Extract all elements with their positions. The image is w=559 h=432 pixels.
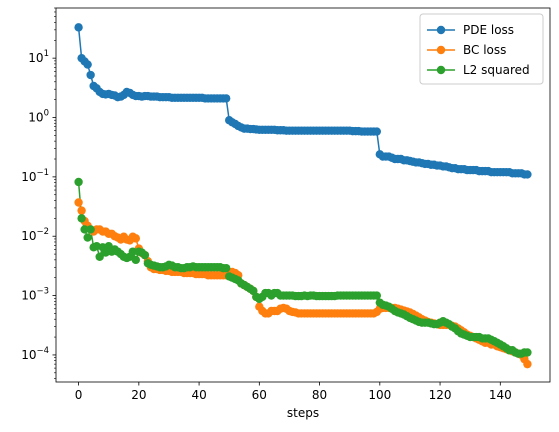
data-point-pde-loss: [221, 94, 231, 103]
data-point-bc-loss: [523, 359, 532, 369]
x-tick-label: 140: [489, 388, 512, 402]
legend-box: [419, 13, 544, 85]
data-point-bc-loss: [74, 198, 83, 207]
series-markers: [74, 23, 532, 369]
x-tick-label: 80: [312, 388, 327, 402]
series-points-pde-loss: [74, 23, 532, 179]
x-tick-label: 60: [252, 388, 267, 402]
data-point-l2-squared: [95, 252, 104, 262]
x-tick-label: 100: [368, 388, 391, 402]
data-point-l2-squared: [140, 250, 150, 260]
y-tick-label: 10−1: [21, 168, 49, 184]
data-point-l2-squared: [372, 291, 381, 300]
data-point-bc-loss: [131, 234, 141, 243]
x-axis: 0 20 40 60 80 100 120 140: [75, 382, 512, 402]
data-point-pde-loss: [523, 170, 532, 179]
data-point-pde-loss: [74, 23, 83, 32]
legend-label-bc-loss: BC loss: [463, 43, 506, 57]
data-point-l2-squared: [128, 247, 138, 256]
data-point-l2-squared: [83, 233, 92, 242]
legend-marker-bc-loss: [436, 45, 446, 55]
legend-item-bc-loss: BC loss: [427, 43, 506, 57]
series-line-bc-loss: [77, 202, 529, 365]
series-points-l2-squared: [74, 177, 532, 358]
data-point-pde-loss: [372, 127, 381, 136]
legend-marker-l2-squared: [436, 65, 446, 75]
y-axis: 10−4 10−3 10−2 10−1 100 101: [21, 7, 56, 379]
y-tick-label: 100: [28, 109, 49, 125]
data-point-l2-squared: [86, 225, 95, 234]
y-tick-label: 10−2: [21, 227, 49, 243]
x-axis-title: steps: [287, 406, 319, 420]
legend-item-l2-squared: L2 squared: [427, 63, 530, 77]
y-tick-label: 101: [28, 49, 49, 65]
legend-label-l2-squared: L2 squared: [463, 63, 530, 77]
data-point-l2-squared: [221, 263, 231, 273]
series-points-bc-loss: [74, 198, 532, 369]
x-tick-label: 120: [429, 388, 452, 402]
x-tick-label: 40: [191, 388, 206, 402]
data-point-l2-squared: [77, 214, 86, 223]
data-point-l2-squared: [523, 348, 532, 357]
data-point-pde-loss: [83, 60, 92, 69]
data-point-l2-squared: [74, 177, 83, 187]
data-point-bc-loss: [77, 206, 86, 215]
x-tick-label: 0: [75, 388, 83, 402]
legend-item-pde-loss: PDE loss: [427, 23, 514, 37]
data-point-l2-squared: [80, 225, 89, 234]
x-tick-label: 20: [131, 388, 146, 402]
legend-label-pde-loss: PDE loss: [463, 23, 514, 37]
y-tick-label: 10−4: [21, 346, 49, 362]
data-point-l2-squared: [131, 255, 141, 265]
data-point-pde-loss: [86, 70, 95, 80]
legend: PDE loss BC loss L2 squared: [419, 13, 544, 85]
legend-marker-pde-loss: [436, 25, 446, 35]
y-tick-label: 10−3: [21, 287, 49, 303]
